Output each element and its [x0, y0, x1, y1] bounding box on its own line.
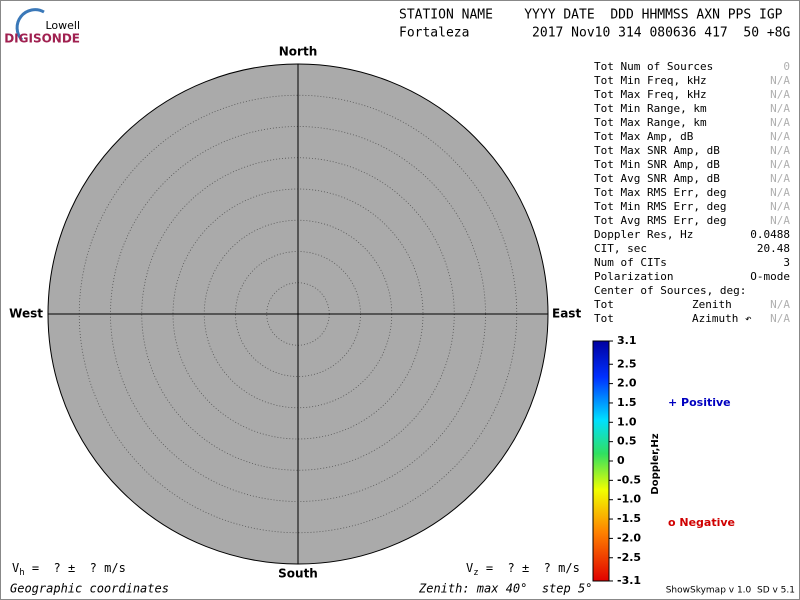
- stat-value: 20.48: [757, 242, 790, 255]
- vh-text: Vh = ? ± ? m/s: [12, 561, 126, 578]
- vz-text: Vz = ? ± ? m/s: [466, 561, 580, 578]
- stat-label: Tot Min SNR Amp, dB: [594, 158, 720, 171]
- stat-label: Tot Min RMS Err, deg: [594, 200, 726, 213]
- stat-value: 0: [783, 60, 790, 73]
- stat-value: N/A: [770, 172, 790, 185]
- colorbar-tick-label: 2.5: [617, 357, 637, 370]
- vh-symbol: V: [12, 561, 19, 575]
- east-label: East: [552, 307, 581, 321]
- stat-sub-label: Azimuth ↶: [692, 312, 752, 325]
- zenith-note: Zenith: max 40° step 5°: [418, 582, 592, 596]
- vz-value: = ? ± ? m/s: [479, 561, 580, 575]
- coords-note: Geographic coordinates: [10, 582, 169, 596]
- stat-value: N/A: [770, 312, 790, 325]
- stat-label: Num of CITs: [594, 256, 667, 269]
- stat-label: Tot Max Freq, kHz: [594, 88, 707, 101]
- vh-value: = ? ± ? m/s: [25, 561, 126, 575]
- stat-label: Center of Sources, deg:: [594, 284, 746, 297]
- colorbar-tick-label: 1.5: [617, 396, 637, 409]
- stat-label: Tot Avg SNR Amp, dB: [594, 172, 720, 185]
- stat-label: Tot Num of Sources: [594, 60, 713, 73]
- west-label: West: [9, 307, 43, 321]
- stat-value: N/A: [770, 200, 790, 213]
- vz-sub: z: [473, 568, 478, 578]
- stat-value: N/A: [770, 102, 790, 115]
- stat-value: N/A: [770, 130, 790, 143]
- colorbar-tick-label: -1.5: [617, 512, 641, 525]
- stat-value: N/A: [770, 74, 790, 87]
- stat-label: Tot: [594, 312, 614, 325]
- vz-symbol: V: [466, 561, 473, 575]
- stat-label: Tot Max Amp, dB: [594, 130, 694, 143]
- colorbar-tick-label: 3.1: [617, 334, 637, 347]
- colorbar-tick-label: 0: [617, 454, 625, 467]
- stat-label: Tot Max RMS Err, deg: [594, 186, 726, 199]
- stat-value: 0.0488: [750, 228, 790, 241]
- colorbar-tick-label: 1.0: [617, 415, 637, 428]
- stat-label: Polarization: [594, 270, 673, 283]
- header-values: Fortaleza 2017 Nov10 314 080636 417 50 +…: [399, 26, 791, 41]
- stat-value: N/A: [770, 88, 790, 101]
- legend-positive: + Positive: [668, 396, 731, 409]
- colorbar-tick-label: -2.5: [617, 551, 641, 564]
- stat-sub-label: Zenith: [692, 298, 732, 311]
- header-labels: STATION NAME YYYY DATE DDD HHMMSS AXN PP…: [399, 8, 783, 23]
- colorbar-label: Doppler,Hz: [650, 433, 661, 494]
- colorbar-tick-label: -3.1: [617, 574, 641, 587]
- colorbar-tick-label: 0.5: [617, 435, 637, 448]
- logo-bottom: DIGISONDE: [4, 32, 80, 46]
- logo-arc: [15, 8, 45, 42]
- north-label: North: [279, 45, 317, 59]
- stat-value: N/A: [770, 298, 790, 311]
- stat-value: N/A: [770, 214, 790, 227]
- stat-label: Tot Min Range, km: [594, 102, 707, 115]
- stat-value: N/A: [770, 144, 790, 157]
- colorbar-tick-label: 2.0: [617, 377, 637, 390]
- colorbar-tick-label: -0.5: [617, 473, 641, 486]
- stat-label: Tot Avg RMS Err, deg: [594, 214, 726, 227]
- legend-negative: o Negative: [668, 516, 735, 529]
- vh-sub: h: [19, 568, 24, 578]
- logo-top: Lowell: [45, 19, 80, 32]
- south-label: South: [278, 567, 318, 581]
- stat-label: Tot Min Freq, kHz: [594, 74, 707, 87]
- stat-value: N/A: [770, 186, 790, 199]
- colorbar-tick-label: -1.0: [617, 493, 641, 506]
- colorbar-tick-label: -2.0: [617, 531, 641, 544]
- stat-value: N/A: [770, 116, 790, 129]
- stat-value: N/A: [770, 158, 790, 171]
- stat-label: CIT, sec: [594, 242, 647, 255]
- colorbar: [592, 340, 610, 582]
- version-note: ShowSkymap v 1.0 SD v 5.1: [666, 586, 795, 596]
- stat-label: Tot Max SNR Amp, dB: [594, 144, 720, 157]
- stat-label: Tot Max Range, km: [594, 116, 707, 129]
- stat-value: 3: [783, 256, 790, 269]
- stat-label: Tot: [594, 298, 614, 311]
- stat-label: Doppler Res, Hz: [594, 228, 693, 241]
- stat-value: O-mode: [750, 270, 790, 283]
